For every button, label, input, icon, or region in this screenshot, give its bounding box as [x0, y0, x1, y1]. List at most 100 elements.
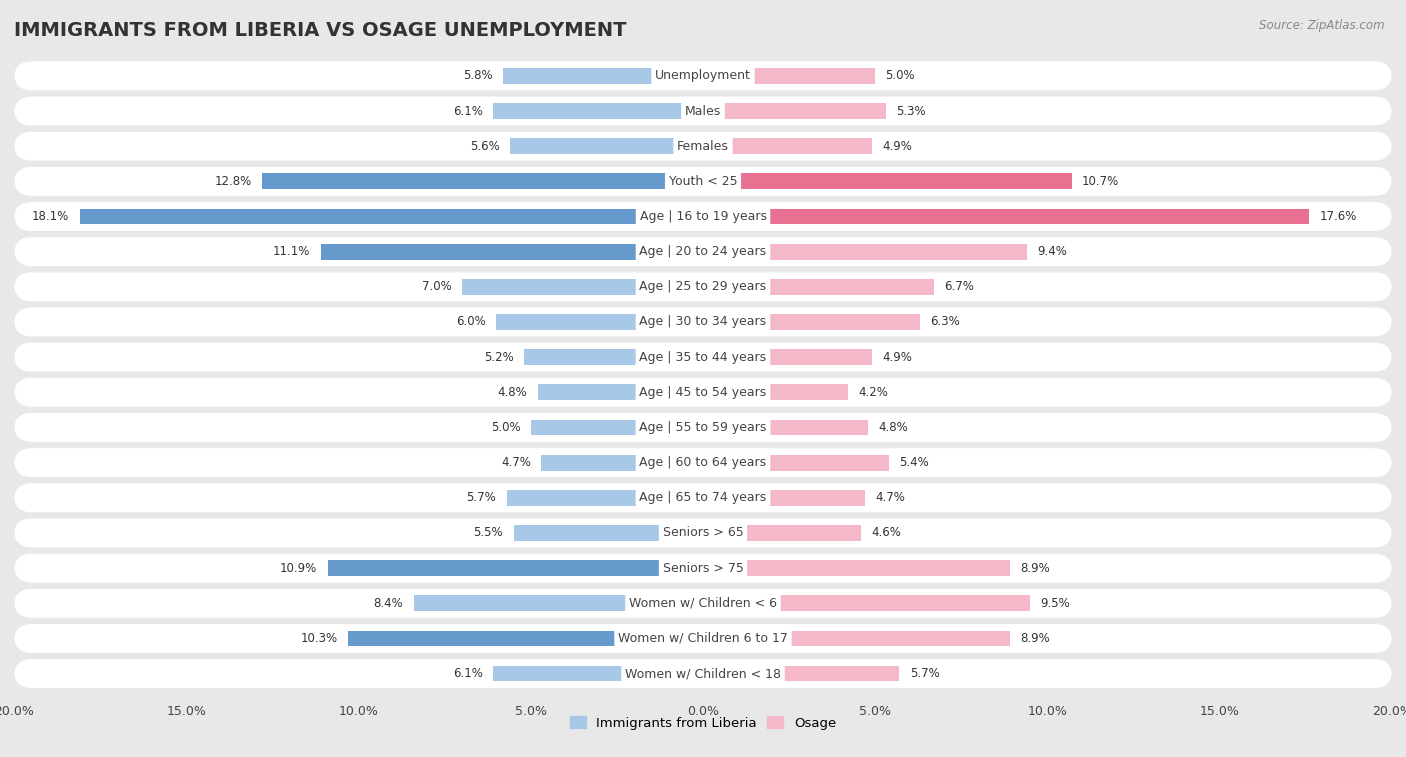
Bar	[703, 525, 862, 540]
Bar	[703, 385, 848, 400]
Bar	[349, 631, 703, 646]
Text: Age | 16 to 19 years: Age | 16 to 19 years	[640, 210, 766, 223]
Text: 6.0%: 6.0%	[456, 316, 486, 329]
Text: 8.9%: 8.9%	[1019, 562, 1050, 575]
FancyBboxPatch shape	[14, 343, 1392, 372]
Bar	[328, 560, 703, 576]
Text: Youth < 25: Youth < 25	[669, 175, 737, 188]
Text: 4.9%: 4.9%	[882, 140, 912, 153]
FancyBboxPatch shape	[14, 519, 1392, 547]
Text: Seniors > 75: Seniors > 75	[662, 562, 744, 575]
Text: 5.8%: 5.8%	[463, 70, 494, 83]
Text: 4.8%: 4.8%	[498, 386, 527, 399]
FancyBboxPatch shape	[14, 273, 1392, 301]
Text: Females: Females	[678, 140, 728, 153]
Text: 9.4%: 9.4%	[1038, 245, 1067, 258]
Text: 8.4%: 8.4%	[374, 597, 404, 609]
Bar	[513, 525, 703, 540]
Bar	[703, 490, 865, 506]
Legend: Immigrants from Liberia, Osage: Immigrants from Liberia, Osage	[565, 711, 841, 735]
Text: Age | 65 to 74 years: Age | 65 to 74 years	[640, 491, 766, 504]
Bar	[531, 419, 703, 435]
Bar	[262, 173, 703, 189]
Text: 18.1%: 18.1%	[32, 210, 69, 223]
Bar	[703, 595, 1031, 611]
Text: Age | 55 to 59 years: Age | 55 to 59 years	[640, 421, 766, 434]
Bar	[703, 103, 886, 119]
FancyBboxPatch shape	[14, 61, 1392, 90]
Bar	[506, 490, 703, 506]
FancyBboxPatch shape	[14, 624, 1392, 653]
FancyBboxPatch shape	[14, 448, 1392, 477]
Bar	[703, 209, 1309, 224]
Text: Age | 45 to 54 years: Age | 45 to 54 years	[640, 386, 766, 399]
Text: 6.1%: 6.1%	[453, 104, 482, 117]
Text: Age | 25 to 29 years: Age | 25 to 29 years	[640, 280, 766, 293]
Text: 10.9%: 10.9%	[280, 562, 318, 575]
FancyBboxPatch shape	[14, 659, 1392, 688]
Text: 6.3%: 6.3%	[931, 316, 960, 329]
Text: 5.3%: 5.3%	[896, 104, 925, 117]
Text: 10.3%: 10.3%	[301, 632, 337, 645]
Text: Age | 20 to 24 years: Age | 20 to 24 years	[640, 245, 766, 258]
Bar	[703, 665, 900, 681]
Bar	[496, 314, 703, 330]
Text: 5.4%: 5.4%	[900, 456, 929, 469]
Text: Age | 30 to 34 years: Age | 30 to 34 years	[640, 316, 766, 329]
FancyBboxPatch shape	[14, 307, 1392, 336]
Bar	[494, 103, 703, 119]
Text: Women w/ Children < 18: Women w/ Children < 18	[626, 667, 780, 680]
Text: 4.7%: 4.7%	[501, 456, 531, 469]
Text: Age | 60 to 64 years: Age | 60 to 64 years	[640, 456, 766, 469]
Bar	[524, 349, 703, 365]
Bar	[703, 244, 1026, 260]
Text: Unemployment: Unemployment	[655, 70, 751, 83]
FancyBboxPatch shape	[14, 484, 1392, 512]
Bar	[703, 560, 1010, 576]
Text: 5.2%: 5.2%	[484, 350, 513, 363]
FancyBboxPatch shape	[14, 413, 1392, 442]
Text: 9.5%: 9.5%	[1040, 597, 1070, 609]
Text: Women w/ Children 6 to 17: Women w/ Children 6 to 17	[619, 632, 787, 645]
Text: 8.9%: 8.9%	[1019, 632, 1050, 645]
Text: 12.8%: 12.8%	[215, 175, 252, 188]
Bar	[510, 139, 703, 154]
Text: 6.1%: 6.1%	[453, 667, 482, 680]
Bar	[703, 173, 1071, 189]
FancyBboxPatch shape	[14, 167, 1392, 196]
Text: 17.6%: 17.6%	[1320, 210, 1357, 223]
Text: 7.0%: 7.0%	[422, 280, 451, 293]
Text: Women w/ Children < 6: Women w/ Children < 6	[628, 597, 778, 609]
FancyBboxPatch shape	[14, 97, 1392, 126]
Text: 4.7%: 4.7%	[875, 491, 905, 504]
FancyBboxPatch shape	[14, 553, 1392, 583]
Bar	[703, 455, 889, 471]
Bar	[413, 595, 703, 611]
Text: 5.5%: 5.5%	[474, 526, 503, 540]
Bar	[503, 68, 703, 84]
Text: 4.2%: 4.2%	[858, 386, 887, 399]
Bar	[703, 631, 1010, 646]
Text: 4.8%: 4.8%	[879, 421, 908, 434]
FancyBboxPatch shape	[14, 589, 1392, 618]
Bar	[703, 139, 872, 154]
Bar	[461, 279, 703, 294]
Bar	[537, 385, 703, 400]
Text: Seniors > 65: Seniors > 65	[662, 526, 744, 540]
Text: Source: ZipAtlas.com: Source: ZipAtlas.com	[1260, 19, 1385, 32]
Bar	[703, 314, 920, 330]
Text: Age | 35 to 44 years: Age | 35 to 44 years	[640, 350, 766, 363]
Bar	[703, 279, 934, 294]
Text: 5.0%: 5.0%	[886, 70, 915, 83]
Text: 5.0%: 5.0%	[491, 421, 520, 434]
Text: 5.7%: 5.7%	[910, 667, 939, 680]
Bar	[321, 244, 703, 260]
Bar	[80, 209, 703, 224]
Text: 4.9%: 4.9%	[882, 350, 912, 363]
Text: 11.1%: 11.1%	[273, 245, 311, 258]
Text: Males: Males	[685, 104, 721, 117]
Text: 5.6%: 5.6%	[470, 140, 499, 153]
Bar	[703, 68, 875, 84]
FancyBboxPatch shape	[14, 237, 1392, 266]
Text: IMMIGRANTS FROM LIBERIA VS OSAGE UNEMPLOYMENT: IMMIGRANTS FROM LIBERIA VS OSAGE UNEMPLO…	[14, 21, 627, 40]
